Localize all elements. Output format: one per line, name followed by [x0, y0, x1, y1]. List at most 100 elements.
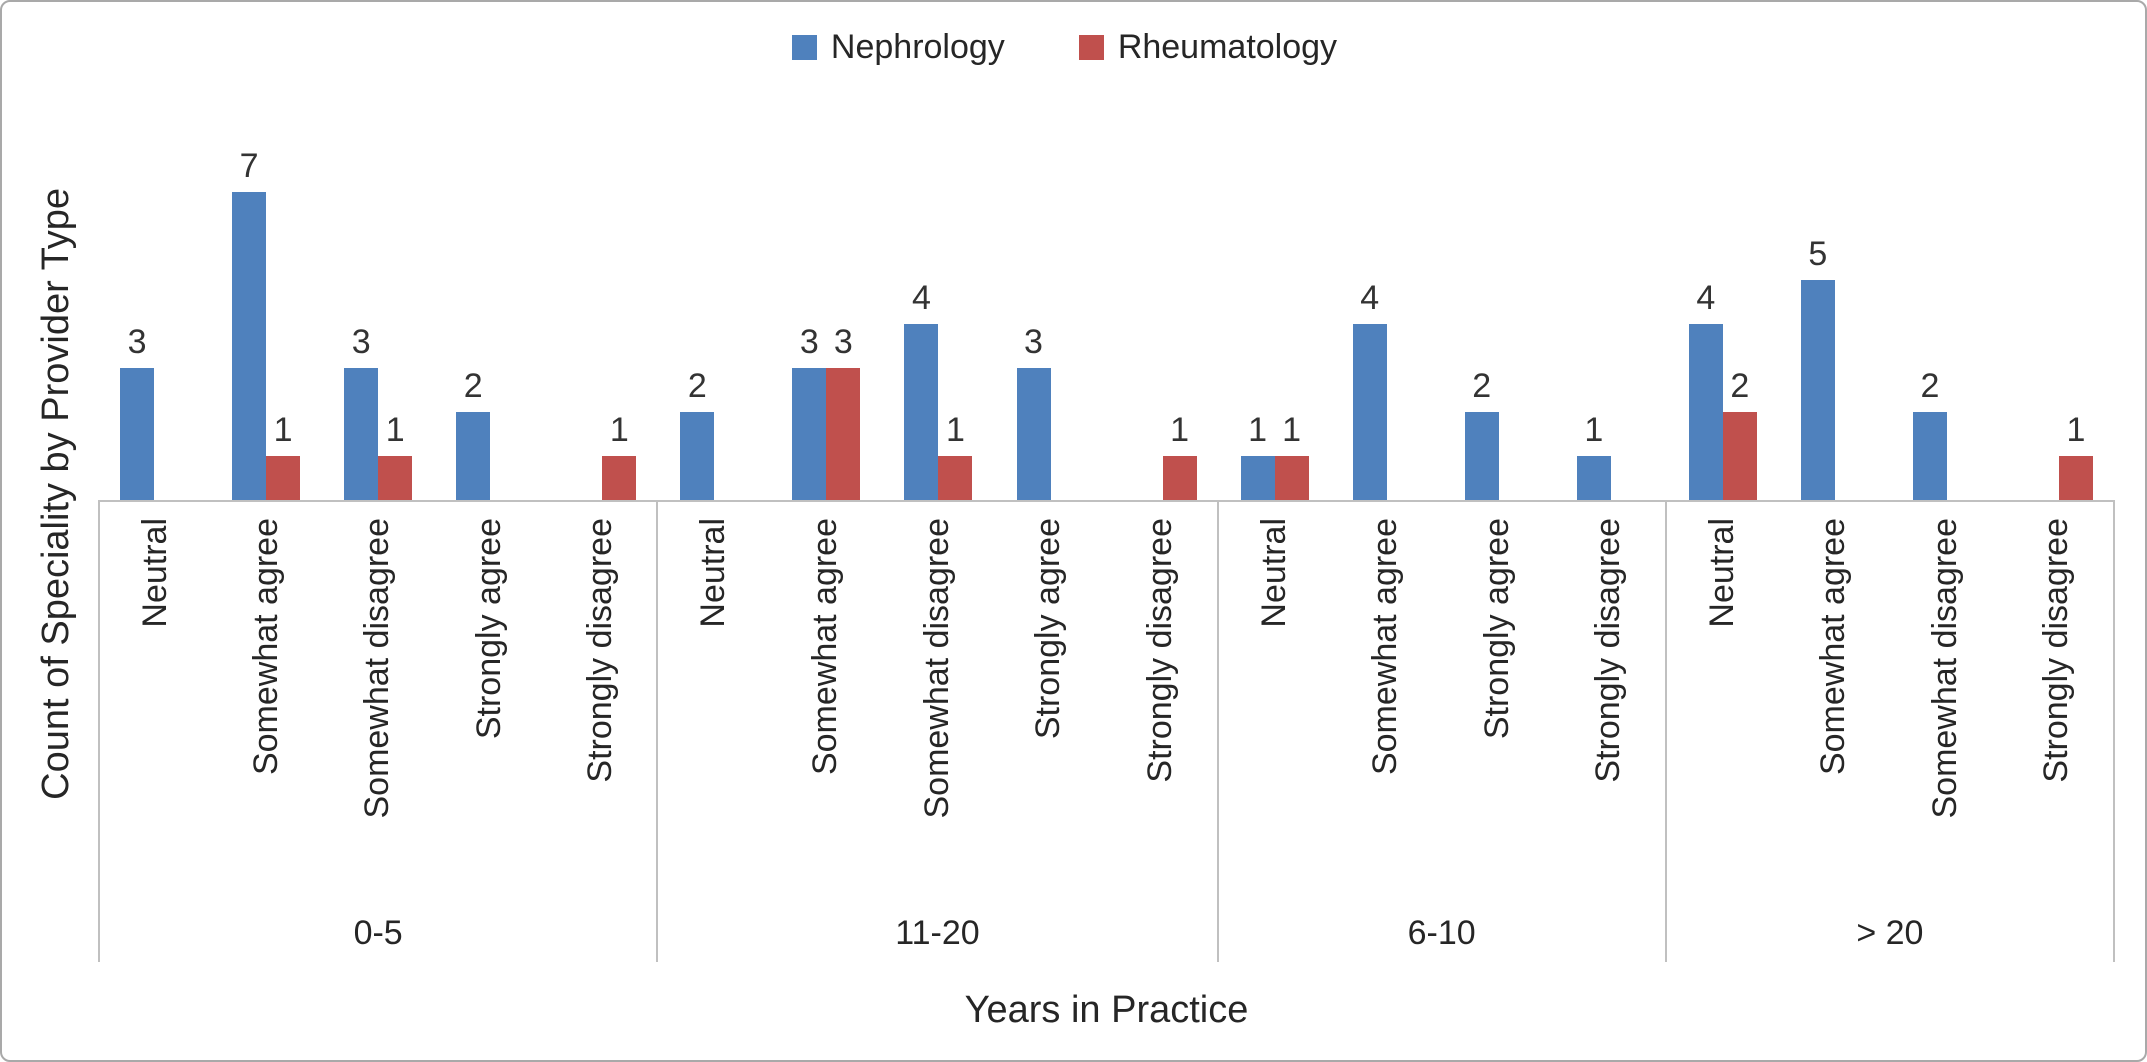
bar-value-label: 2 — [1920, 367, 1940, 405]
bar-value-label: 2 — [463, 367, 483, 405]
legend-item-nephrology: Nephrology — [791, 28, 1005, 67]
category-label: Strongly agree — [469, 518, 508, 740]
bar-value-label: 4 — [1696, 279, 1716, 317]
category-label-slot: Strongly agree — [434, 502, 545, 904]
category-label-slot: Somewhat disagree — [323, 502, 434, 904]
bar-col-rheumatology: 1 — [1162, 413, 1197, 500]
axis-labels-area: Neutral Somewhat agree Somewhat disagree St… — [1667, 502, 2115, 962]
bar-nephrology — [1688, 324, 1723, 500]
bar-col-nephrology: 4 — [1688, 279, 1723, 500]
bar-rheumatology — [2059, 456, 2093, 500]
bar-col-nephrology: 5 — [1800, 235, 1835, 500]
bar-value-label: 1 — [1282, 411, 1302, 449]
bar-nephrology — [120, 368, 155, 500]
bar-rheumatology — [378, 456, 413, 500]
category-label: Somewhat disagree — [1925, 518, 1964, 819]
bar-value-label: 1 — [609, 411, 629, 449]
bar-col-nephrology: 1 — [1240, 413, 1275, 500]
bar-value-label: 1 — [273, 411, 293, 449]
bar-col-rheumatology: 1 — [1274, 411, 1309, 500]
bar-value-label: 3 — [1024, 323, 1043, 361]
bar-rheumatology — [1162, 456, 1197, 500]
bar-rheumatology — [266, 456, 301, 500]
group-label: 11-20 — [895, 913, 980, 952]
bar-col-nephrology: 3 — [792, 323, 827, 500]
bar-col-nephrology: 1 — [1576, 413, 1611, 500]
bar-col-nephrology: 3 — [120, 323, 155, 500]
category-label: Strongly disagree — [1140, 518, 1179, 783]
bar-rheumatology — [602, 456, 637, 500]
bar-value-label: 1 — [945, 411, 965, 449]
bar-value-label: 1 — [2066, 411, 2086, 449]
category-labels-row: Neutral Somewhat agree Somewhat disagree St… — [1667, 502, 2113, 904]
bar-slot: 2 — [434, 369, 546, 500]
bar-value-label: 3 — [127, 323, 147, 361]
category-labels-row: Neutral Somewhat agree Somewhat disagree St… — [100, 502, 656, 904]
bar-nephrology — [680, 412, 715, 500]
category-label: Somewhat agree — [247, 518, 286, 776]
category-label: Somewhat agree — [805, 518, 844, 776]
bar-slot: 1 — [1555, 413, 1667, 500]
bar-col-rheumatology: 1 — [266, 411, 301, 500]
bar-col-nephrology: 4 — [1352, 279, 1387, 500]
bar-value-label: 3 — [833, 323, 853, 361]
bar-nephrology — [456, 412, 491, 500]
bar-nephrology — [792, 368, 827, 500]
bar-value-label: 5 — [1808, 235, 1828, 273]
category-label-slot: Strongly disagree — [545, 502, 656, 904]
group-6-10: 1 1 4 2 1 Neutral Somewhat agree Strongly agree… — [1218, 112, 1667, 962]
bar-col-rheumatology: 1 — [938, 411, 973, 500]
bar-col-nephrology: 7 — [232, 147, 267, 500]
plot-area: 3 7 1 3 1 2 1 Neutral Somewhat agree Somewhat dis… — [98, 112, 2115, 1046]
bar-slot: 3 — [98, 325, 210, 500]
bar-slot: 2 — [1443, 369, 1555, 500]
bar-slot: 3 — [994, 325, 1106, 500]
bar-value-label: 7 — [239, 147, 259, 185]
bar-rheumatology — [826, 368, 861, 500]
groups: 3 7 1 3 1 2 1 Neutral Somewhat agree Somewhat dis… — [98, 112, 2115, 962]
category-label-slot: Strongly disagree — [1105, 502, 1217, 904]
category-label: Strongly agree — [1477, 518, 1516, 740]
category-label-slot: Neutral — [658, 502, 770, 904]
bar-col-nephrology: 4 — [904, 281, 939, 500]
bar-col-rheumatology: 1 — [378, 413, 413, 500]
bar-col-rheumatology: 1 — [2059, 413, 2093, 500]
category-label-slot: Somewhat agree — [770, 502, 882, 904]
group-label: 0-5 — [353, 913, 403, 952]
bar-col-rheumatology: 1 — [602, 411, 637, 500]
category-label-slot: Somewhat agree — [1330, 502, 1442, 904]
category-label: Somewhat disagree — [917, 518, 956, 819]
bar-rheumatology — [938, 456, 973, 500]
bar-nephrology — [1016, 368, 1051, 500]
bar-value-label: 2 — [1730, 367, 1750, 405]
category-label-slot: Neutral — [100, 502, 211, 904]
group->20: 4 2 5 2 1 Neutral Somewhat agree Somewhat disag… — [1666, 112, 2115, 962]
bar-slot: 5 — [1779, 237, 1891, 500]
bar-slot: 1 — [1107, 413, 1219, 500]
bar-value-label: 3 — [799, 323, 819, 361]
category-label-slot: Strongly disagree — [2001, 502, 2113, 904]
bar-col-nephrology: 3 — [1016, 323, 1051, 500]
legend-label-rheumatology: Rheumatology — [1117, 27, 1338, 66]
bar-nephrology — [1240, 456, 1275, 500]
bar-slot: 4 — [1331, 281, 1443, 500]
category-labels-row: Neutral Somewhat agree Strongly agree Stron… — [1219, 502, 1665, 904]
chart-legend: Nephrology Rheumatology — [14, 20, 2115, 74]
bar-col-nephrology: 2 — [1464, 369, 1499, 500]
category-label: Neutral — [694, 518, 733, 628]
category-labels-row: Neutral Somewhat agree Somewhat disagree St… — [658, 502, 1216, 904]
category-label: Strongly disagree — [2037, 518, 2076, 783]
group-label: > 20 — [1856, 913, 1924, 952]
nephrology-swatch-icon — [791, 34, 817, 60]
category-label-slot: Strongly agree — [993, 502, 1105, 904]
bar-value-label: 4 — [1360, 279, 1380, 317]
bar-nephrology — [904, 324, 939, 500]
